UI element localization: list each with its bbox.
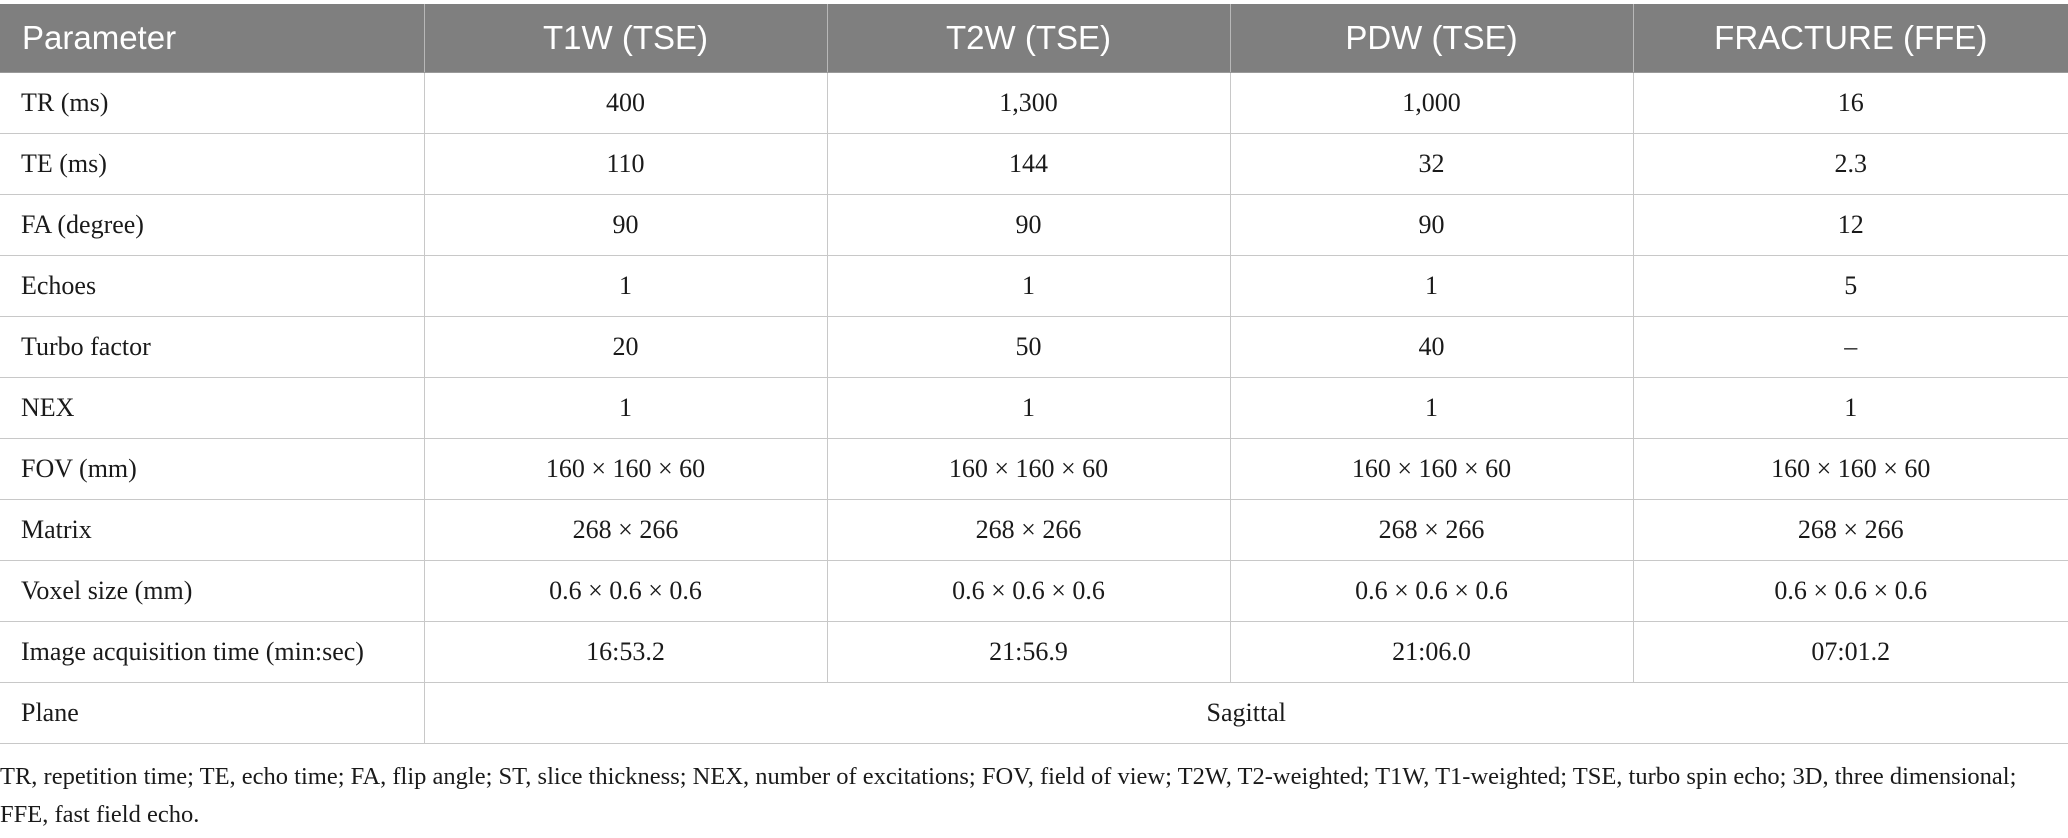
table-header-row: Parameter T1W (TSE) T2W (TSE) PDW (TSE) … bbox=[0, 4, 2068, 73]
table-cell: 1 bbox=[423, 255, 827, 317]
table-row: Voxel size (mm) 0.6 × 0.6 × 0.6 0.6 × 0.… bbox=[0, 560, 2068, 622]
row-label: Matrix bbox=[0, 499, 424, 561]
table-row-plane: Plane Sagittal bbox=[0, 682, 2068, 744]
table-cell: 268 × 266 bbox=[1632, 499, 2068, 561]
row-label: Image acquisition time (min:sec) bbox=[0, 621, 424, 683]
table-cell: 160 × 160 × 60 bbox=[423, 438, 827, 500]
table-cell: 16:53.2 bbox=[423, 621, 827, 683]
mri-parameters-table-container: Parameter T1W (TSE) T2W (TSE) PDW (TSE) … bbox=[0, 4, 2068, 744]
table-row: Turbo factor 20 50 40 – bbox=[0, 316, 2068, 378]
table-cell: 110 bbox=[423, 133, 827, 195]
header-pdw: PDW (TSE) bbox=[1229, 4, 1633, 73]
row-label: NEX bbox=[0, 377, 424, 439]
header-t1w: T1W (TSE) bbox=[423, 4, 827, 73]
table-cell: 1 bbox=[826, 377, 1230, 439]
table-cell: 2.3 bbox=[1632, 133, 2068, 195]
table-cell: 12 bbox=[1632, 194, 2068, 256]
table-cell: 0.6 × 0.6 × 0.6 bbox=[423, 560, 827, 622]
table-row: TR (ms) 400 1,300 1,000 16 bbox=[0, 72, 2068, 134]
header-fracture: FRACTURE (FFE) bbox=[1632, 4, 2068, 73]
table-cell: 21:06.0 bbox=[1229, 621, 1633, 683]
table-cell: 1 bbox=[826, 255, 1230, 317]
mri-parameters-table: Parameter T1W (TSE) T2W (TSE) PDW (TSE) … bbox=[0, 4, 2068, 744]
table-footnote: TR, repetition time; TE, echo time; FA, … bbox=[0, 763, 2017, 828]
header-t2w: T2W (TSE) bbox=[826, 4, 1230, 73]
row-label: Echoes bbox=[0, 255, 424, 317]
table-cell: 1 bbox=[1229, 377, 1633, 439]
row-label: Turbo factor bbox=[0, 316, 424, 378]
table-cell: 32 bbox=[1229, 133, 1633, 195]
table-cell: 90 bbox=[1229, 194, 1633, 256]
row-label: TR (ms) bbox=[0, 72, 424, 134]
table-row: Image acquisition time (min:sec) 16:53.2… bbox=[0, 621, 2068, 683]
table-cell: – bbox=[1632, 316, 2068, 378]
table-cell: 268 × 266 bbox=[423, 499, 827, 561]
table-cell: 40 bbox=[1229, 316, 1633, 378]
table-cell: 0.6 × 0.6 × 0.6 bbox=[1229, 560, 1633, 622]
table-cell: 1 bbox=[1229, 255, 1633, 317]
table-cell: 0.6 × 0.6 × 0.6 bbox=[826, 560, 1230, 622]
table-row: FOV (mm) 160 × 160 × 60 160 × 160 × 60 1… bbox=[0, 438, 2068, 500]
table-cell: 160 × 160 × 60 bbox=[1632, 438, 2068, 500]
table-cell: 1,000 bbox=[1229, 72, 1633, 134]
table-cell: 0.6 × 0.6 × 0.6 bbox=[1632, 560, 2068, 622]
table-cell: 160 × 160 × 60 bbox=[826, 438, 1230, 500]
table-row: Matrix 268 × 266 268 × 266 268 × 266 268… bbox=[0, 499, 2068, 561]
table-row: TE (ms) 110 144 32 2.3 bbox=[0, 133, 2068, 195]
table-cell: 1 bbox=[423, 377, 827, 439]
table-cell: 90 bbox=[423, 194, 827, 256]
row-label: Plane bbox=[0, 682, 424, 744]
table-cell: 400 bbox=[423, 72, 827, 134]
table-cell: 1,300 bbox=[826, 72, 1230, 134]
table-cell: 50 bbox=[826, 316, 1230, 378]
row-label: FOV (mm) bbox=[0, 438, 424, 500]
table-cell: 268 × 266 bbox=[826, 499, 1230, 561]
table-cell: 268 × 266 bbox=[1229, 499, 1633, 561]
header-parameter: Parameter bbox=[0, 4, 424, 73]
plane-value-cell: Sagittal bbox=[423, 682, 2068, 744]
table-cell: 144 bbox=[826, 133, 1230, 195]
row-label: Voxel size (mm) bbox=[0, 560, 424, 622]
table-cell: 20 bbox=[423, 316, 827, 378]
table-row: Echoes 1 1 1 5 bbox=[0, 255, 2068, 317]
table-cell: 21:56.9 bbox=[826, 621, 1230, 683]
table-cell: 16 bbox=[1632, 72, 2068, 134]
table-row: NEX 1 1 1 1 bbox=[0, 377, 2068, 439]
table-cell: 07:01.2 bbox=[1632, 621, 2068, 683]
table-cell: 1 bbox=[1632, 377, 2068, 439]
table-cell: 160 × 160 × 60 bbox=[1229, 438, 1633, 500]
table-cell: 90 bbox=[826, 194, 1230, 256]
table-row: FA (degree) 90 90 90 12 bbox=[0, 194, 2068, 256]
row-label: FA (degree) bbox=[0, 194, 424, 256]
row-label: TE (ms) bbox=[0, 133, 424, 195]
table-cell: 5 bbox=[1632, 255, 2068, 317]
